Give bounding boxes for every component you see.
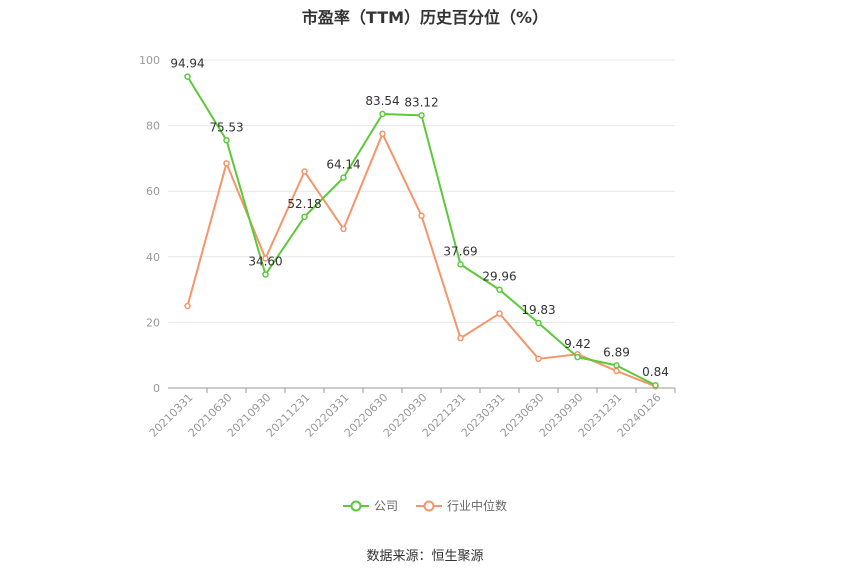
data-point-company	[262, 271, 269, 278]
data-labels: 94.94 75.53 34.60 52.18 64.14 83.54 83.12 37.69…	[170, 57, 669, 380]
data-label: 34.60	[248, 255, 282, 269]
data-label: 83.12	[404, 95, 438, 109]
data-point-industry-median	[184, 302, 191, 310]
y-tick-label: 60	[146, 185, 160, 198]
data-point-industry-median	[379, 130, 386, 138]
y-tick-label: 0	[153, 382, 160, 395]
grid-lines	[168, 59, 675, 323]
data-label: 94.94	[170, 57, 204, 71]
data-point-company	[340, 174, 347, 181]
axes: 0204060801002021033120210630202109302021…	[139, 54, 676, 440]
data-point-company	[418, 112, 425, 119]
data-point-industry-median	[301, 168, 308, 175]
data-point-industry-median	[535, 355, 542, 363]
data-point-industry-median	[223, 160, 230, 167]
legend-marker-company	[342, 500, 369, 511]
data-label: 83.54	[365, 94, 399, 108]
data-point-industry-median	[262, 255, 269, 262]
legend: 公司 行业中位数	[0, 497, 850, 514]
data-point-industry-median	[457, 334, 464, 342]
data-point-industry-median	[496, 310, 503, 317]
data-point-company	[223, 137, 230, 144]
data-label: 0.84	[642, 365, 669, 379]
data-point-company	[613, 362, 620, 369]
data-point-industry-median	[418, 212, 425, 220]
series	[184, 73, 659, 390]
data-point-company	[496, 286, 503, 293]
y-tick-label: 100	[139, 54, 160, 67]
legend-label-company: 公司	[373, 499, 398, 513]
data-point-company	[184, 73, 191, 80]
data-point-company	[301, 213, 308, 221]
data-source: 数据来源：恒生聚源	[366, 549, 484, 564]
legend-item-industry-median[interactable]: 行业中位数	[416, 497, 507, 514]
data-label: 52.18	[287, 197, 321, 211]
y-tick-label: 80	[146, 120, 160, 133]
y-tick-label: 40	[146, 251, 160, 264]
data-point-industry-median	[340, 225, 347, 233]
legend-label-industry-median: 行业中位数	[447, 499, 508, 513]
data-point-company	[574, 353, 581, 361]
data-label: 6.89	[603, 345, 630, 359]
data-label: 29.96	[482, 270, 516, 284]
data-point-company	[379, 110, 386, 118]
legend-marker-industry-median	[416, 500, 442, 511]
legend-item-company[interactable]: 公司	[342, 497, 398, 514]
data-point-company	[652, 381, 659, 389]
chart-title: 市盈率（TTM）历史百分位（%）	[301, 8, 549, 27]
data-label: 9.42	[564, 337, 591, 351]
data-point-industry-median	[613, 367, 620, 375]
data-label: 64.14	[326, 158, 360, 172]
data-point-company	[457, 261, 464, 268]
data-label: 75.53	[209, 120, 243, 134]
data-point-company	[535, 319, 542, 327]
y-tick-label: 20	[146, 316, 160, 329]
data-label: 19.83	[521, 303, 555, 317]
data-label: 37.69	[443, 244, 477, 258]
